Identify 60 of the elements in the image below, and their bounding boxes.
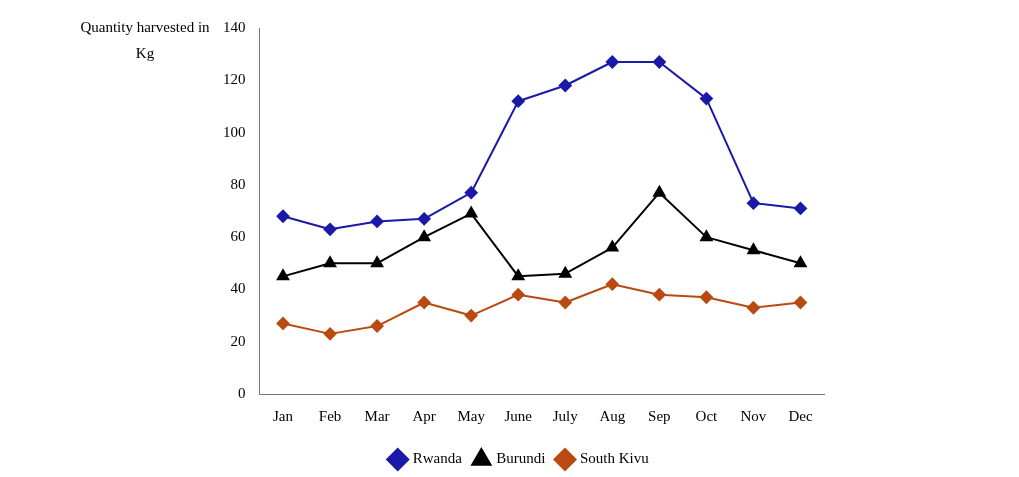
point bbox=[323, 327, 337, 341]
point bbox=[323, 256, 337, 268]
point bbox=[370, 214, 384, 228]
point bbox=[700, 230, 713, 242]
point bbox=[417, 296, 431, 309]
point bbox=[559, 266, 572, 278]
point bbox=[512, 269, 525, 281]
point bbox=[370, 319, 384, 333]
point bbox=[417, 230, 431, 242]
y-tick-label: 140 bbox=[223, 18, 246, 35]
point bbox=[417, 212, 431, 226]
point bbox=[464, 186, 478, 200]
point bbox=[323, 222, 337, 236]
point bbox=[793, 201, 807, 215]
point bbox=[276, 269, 290, 281]
point bbox=[746, 301, 760, 315]
x-tick-label: Nov bbox=[740, 407, 767, 424]
legend-label: Burundi bbox=[496, 450, 546, 467]
legend-label: South Kivu bbox=[580, 450, 650, 467]
x-tick-label: July bbox=[552, 407, 579, 424]
y-tick-label: 100 bbox=[223, 123, 246, 140]
y-tick-label: 20 bbox=[230, 332, 246, 349]
y-axis-title: Quantity harvested in Kg bbox=[79, 18, 211, 63]
point bbox=[653, 185, 666, 197]
x-tick-label: Apr bbox=[412, 407, 436, 424]
point bbox=[605, 55, 619, 69]
legend-label: Rwanda bbox=[412, 450, 463, 467]
point bbox=[794, 256, 807, 268]
point bbox=[276, 209, 290, 223]
y-tick-label: 0 bbox=[238, 384, 246, 401]
point bbox=[464, 206, 478, 218]
point bbox=[606, 240, 619, 252]
point bbox=[652, 288, 666, 302]
x-tick-label: June bbox=[504, 407, 533, 424]
x-tick-label: Dec bbox=[788, 407, 813, 424]
point bbox=[558, 79, 572, 93]
x-tick-label: May bbox=[457, 407, 486, 424]
y-tick-label: 120 bbox=[223, 71, 246, 88]
y-tick-label: 40 bbox=[230, 280, 246, 297]
point bbox=[464, 309, 478, 323]
x-tick-label: Jan bbox=[273, 407, 294, 424]
y-tick-label: 60 bbox=[230, 228, 246, 245]
x-tick-label: Feb bbox=[318, 407, 342, 424]
point bbox=[276, 316, 290, 330]
point bbox=[793, 296, 807, 309]
x-tick-label: Sep bbox=[648, 407, 671, 424]
point bbox=[746, 196, 760, 210]
point bbox=[605, 277, 619, 291]
point bbox=[652, 55, 666, 69]
point bbox=[511, 288, 525, 302]
point bbox=[370, 256, 384, 268]
y-tick-label: 80 bbox=[230, 175, 246, 192]
point bbox=[747, 243, 760, 255]
point bbox=[699, 92, 713, 106]
point bbox=[699, 290, 713, 304]
x-tick-label: Oct bbox=[695, 407, 719, 424]
point bbox=[511, 94, 525, 108]
x-tick-label: Mar bbox=[364, 407, 390, 424]
point bbox=[558, 296, 572, 309]
x-tick-label: Aug bbox=[599, 407, 626, 424]
